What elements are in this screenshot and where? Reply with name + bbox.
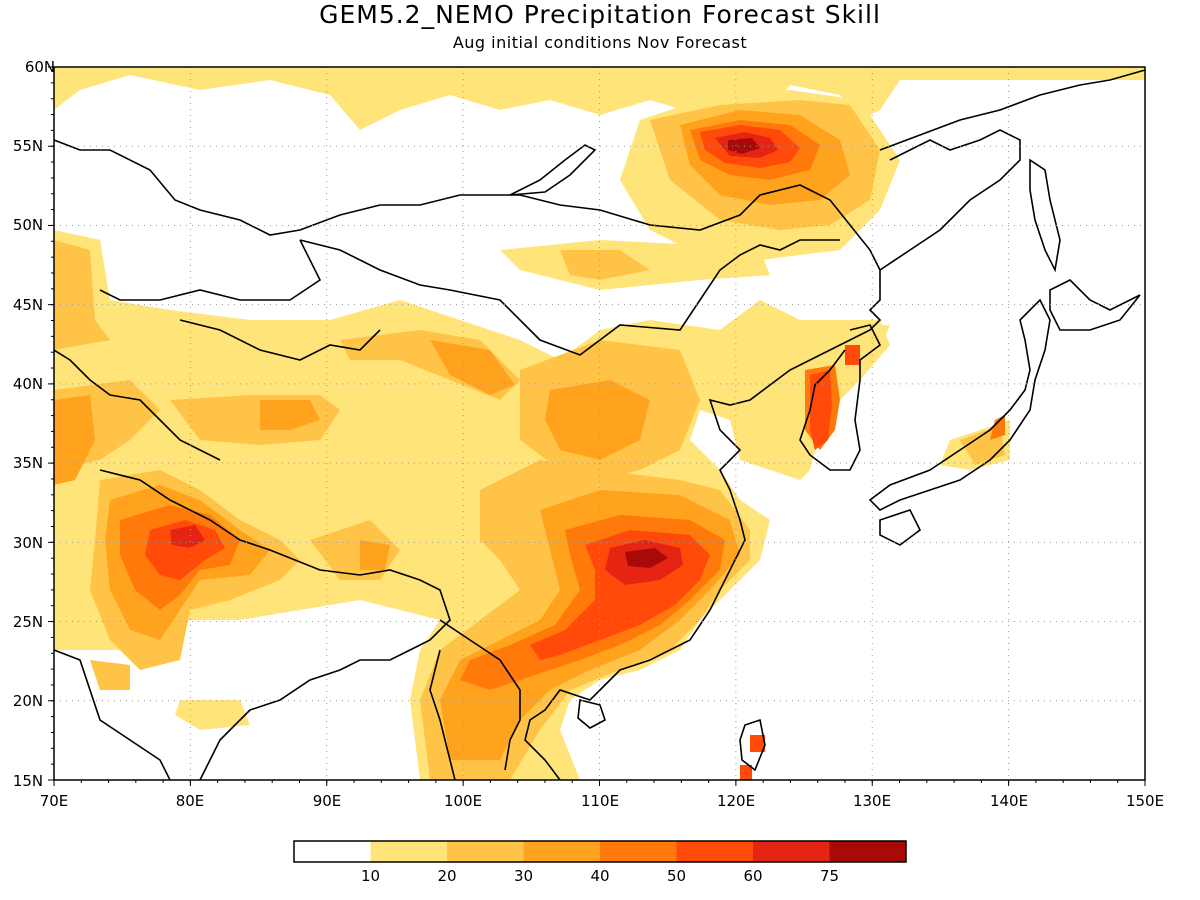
lon-label-150e: 150E xyxy=(1126,792,1164,810)
axis-ticks xyxy=(48,66,1146,786)
chart-title: GEM5.2_NEMO Precipitation Forecast Skill xyxy=(319,0,881,29)
lon-label-110e: 110E xyxy=(581,792,619,810)
lat-label-50n: 50N xyxy=(13,216,43,234)
colorbar-swatch-4 xyxy=(523,841,600,862)
map-gridlines xyxy=(54,67,1145,780)
colorbar-swatch-3 xyxy=(447,841,524,862)
colorbar: 10 20 30 40 50 60 75 xyxy=(293,840,907,885)
colorbar-label-50: 50 xyxy=(667,867,686,885)
colorbar-label-10: 10 xyxy=(361,867,380,885)
lon-label-120e: 120E xyxy=(717,792,755,810)
lat-label-55n: 55N xyxy=(13,137,43,155)
lon-label-100e: 100E xyxy=(444,792,482,810)
coastlines xyxy=(54,69,1145,780)
colorbar-swatch-7 xyxy=(753,841,830,862)
lon-labels: 70E 80E 90E 100E 110E 120E 130E 140E 150… xyxy=(40,792,1164,810)
lon-label-140e: 140E xyxy=(990,792,1028,810)
chart-subtitle: Aug initial conditions Nov Forecast xyxy=(452,33,748,52)
colorbar-label-75: 75 xyxy=(820,867,839,885)
colorbar-label-40: 40 xyxy=(590,867,609,885)
colorbar-label-30: 30 xyxy=(514,867,533,885)
lon-label-70e: 70E xyxy=(40,792,69,810)
lat-label-20n: 20N xyxy=(13,692,43,710)
colorbar-label-20: 20 xyxy=(437,867,456,885)
lon-label-80e: 80E xyxy=(176,792,205,810)
lat-label-25n: 25N xyxy=(13,613,43,631)
lat-label-30n: 30N xyxy=(13,534,43,552)
lat-label-15n: 15N xyxy=(13,772,43,790)
lat-labels: 60N 55N 50N 45N 40N 35N 30N 25N 20N 15N xyxy=(13,58,55,790)
lon-label-130e: 130E xyxy=(853,792,891,810)
colorbar-swatch-6 xyxy=(676,841,753,862)
lat-label-40n: 40N xyxy=(13,375,43,393)
lon-label-90e: 90E xyxy=(313,792,342,810)
colorbar-label-60: 60 xyxy=(743,867,762,885)
colorbar-swatch-1 xyxy=(294,841,371,862)
colorbar-swatch-2 xyxy=(370,841,447,862)
lat-label-35n: 35N xyxy=(13,454,43,472)
lat-label-45n: 45N xyxy=(13,296,43,314)
skill-field xyxy=(54,67,1145,780)
lat-label-60n: 60N xyxy=(25,58,55,76)
colorbar-swatch-5 xyxy=(600,841,677,862)
colorbar-swatch-8 xyxy=(829,841,906,862)
